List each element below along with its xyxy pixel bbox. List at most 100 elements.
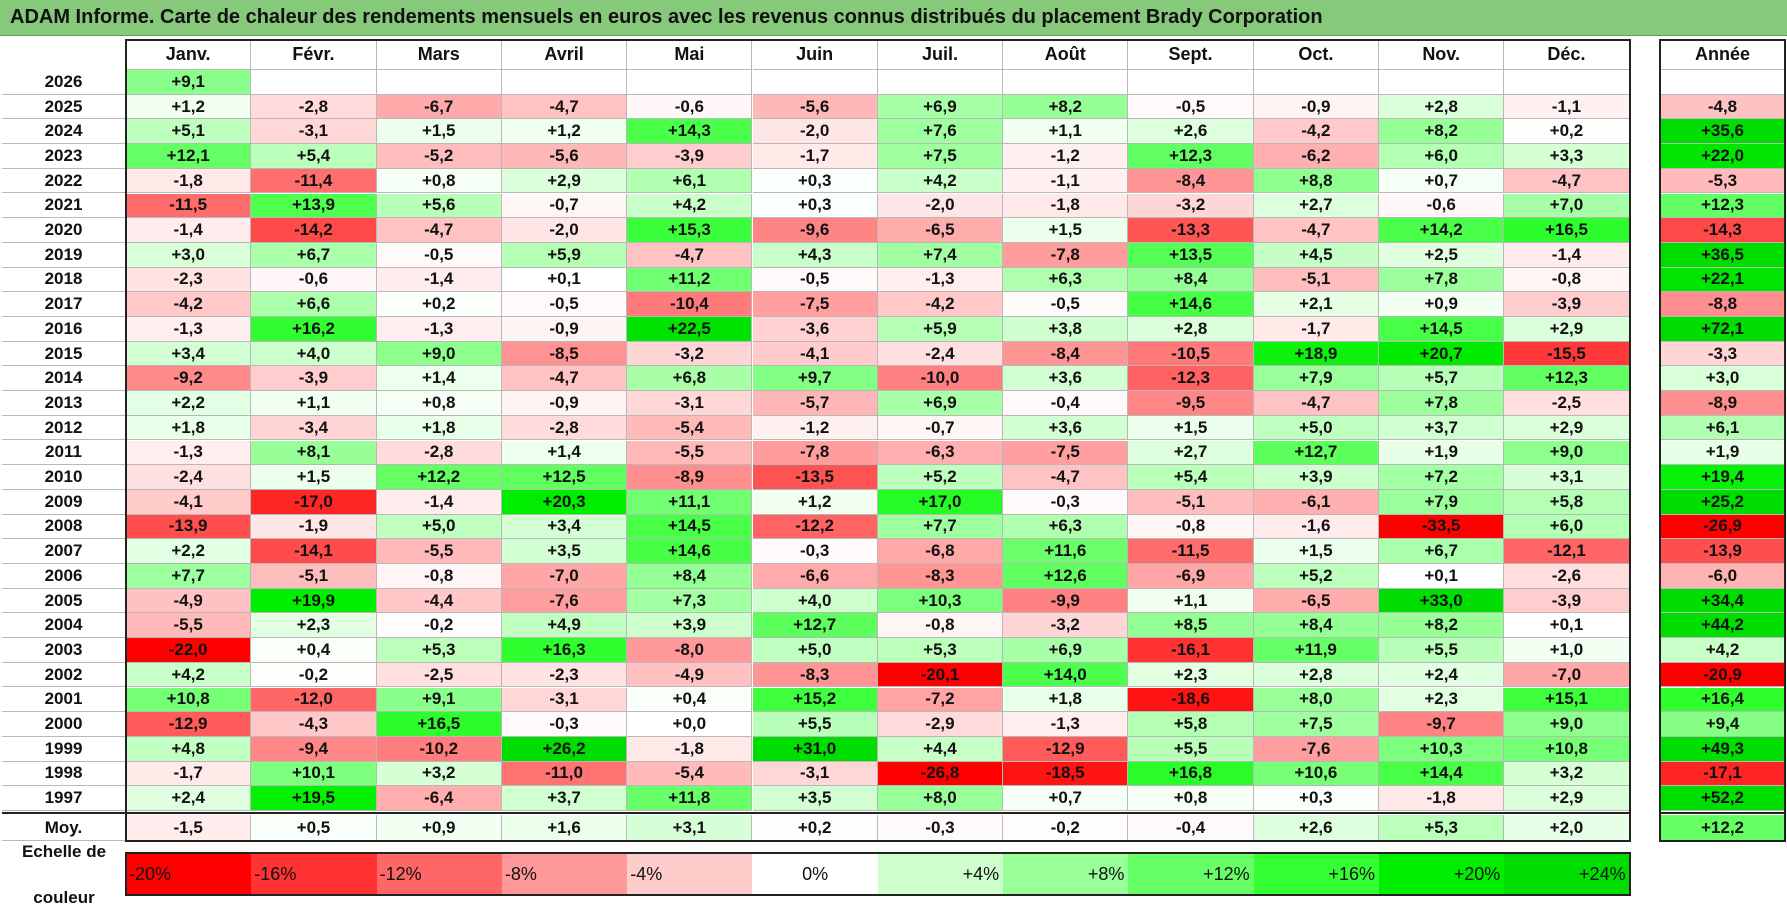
- heat-cell: -1,1: [1504, 94, 1630, 120]
- heat-cell: -1,7: [126, 761, 252, 787]
- annual-cell: +25,2: [1660, 489, 1786, 515]
- heat-cell: +6,9: [877, 391, 1004, 416]
- heat-cell: +0,3: [752, 168, 878, 194]
- year-label: 2026: [2, 70, 126, 95]
- heat-cell: +3,6: [1003, 366, 1129, 392]
- heat-cell: +0,4: [251, 638, 377, 663]
- heat-cell: +8,1: [251, 440, 377, 466]
- heat-cell: -9,2: [126, 366, 252, 392]
- heat-cell: -4,7: [1504, 168, 1630, 194]
- average-cell: +0,2: [752, 815, 878, 841]
- heat-cell: +5,0: [376, 514, 502, 540]
- annual-cell: +1,9: [1660, 440, 1786, 466]
- year-label: 2009: [2, 489, 126, 515]
- annual-cell: +52,2: [1660, 786, 1786, 811]
- heat-cell: -10,4: [627, 292, 753, 317]
- heat-cell: [1504, 70, 1630, 95]
- heat-cell: +1,5: [1003, 218, 1129, 243]
- average-annual-cell: +12,2: [1660, 815, 1786, 841]
- heat-cell: -3,4: [251, 415, 377, 441]
- heat-cell: -3,6: [752, 317, 878, 342]
- heat-cell: -2,8: [376, 440, 502, 466]
- year-label: 2005: [2, 588, 126, 614]
- heat-cell: +16,5: [376, 712, 502, 737]
- heat-cell: -1,6: [1253, 514, 1379, 540]
- heat-cell: -18,6: [1128, 687, 1254, 713]
- heat-cell: -5,5: [376, 539, 502, 564]
- legend-swatch: -20%: [126, 853, 252, 895]
- average-cell: -0,4: [1128, 815, 1254, 841]
- annual-cell: +9,4: [1660, 712, 1786, 737]
- heat-cell: +3,8: [1003, 317, 1129, 342]
- heat-cell: +5,9: [877, 317, 1004, 342]
- heat-cell: +8,2: [1003, 94, 1129, 120]
- heat-cell: +1,2: [752, 489, 878, 515]
- annual-cell: +44,2: [1660, 613, 1786, 639]
- heat-cell: +5,9: [501, 242, 628, 268]
- heat-cell: +0,3: [1253, 786, 1379, 811]
- heat-cell: +3,5: [752, 786, 878, 811]
- chart-title: ADAM Informe. Carte de chaleur des rende…: [10, 6, 1323, 28]
- heat-cell: -3,1: [752, 761, 878, 787]
- heat-cell: -5,1: [251, 564, 377, 589]
- month-header: Nov.: [1379, 40, 1505, 70]
- heat-cell: +7,6: [877, 119, 1004, 145]
- heat-cell: +2,9: [1504, 786, 1630, 811]
- heat-cell: +2,9: [1504, 415, 1630, 441]
- heat-cell: +8,0: [1253, 687, 1379, 713]
- heat-cell: -8,4: [1128, 168, 1254, 194]
- heat-cell: -4,7: [1253, 391, 1379, 416]
- heat-cell: -3,1: [251, 119, 377, 145]
- heat-cell: +5,3: [376, 638, 502, 663]
- heat-cell: -13,5: [752, 465, 878, 490]
- year-label: 2017: [2, 292, 126, 317]
- heat-cell: +8,2: [1379, 119, 1505, 145]
- heat-cell: +4,2: [627, 193, 753, 219]
- heat-cell: +1,0: [1504, 638, 1630, 663]
- heat-cell: -4,7: [376, 218, 502, 243]
- heat-cell: [1003, 70, 1129, 95]
- heat-cell: +7,7: [126, 564, 252, 589]
- heat-cell: -4,7: [627, 242, 753, 268]
- heat-cell: -2,3: [126, 267, 252, 293]
- heat-cell: +0,8: [376, 391, 502, 416]
- heat-cell: -0,9: [501, 391, 628, 416]
- heat-cell: +19,9: [251, 588, 377, 614]
- annual-cell: +6,1: [1660, 415, 1786, 441]
- heat-cell: +14,5: [627, 514, 753, 540]
- heat-cell: +15,3: [627, 218, 753, 243]
- heat-cell: +2,3: [1379, 687, 1505, 713]
- heat-cell: +5,8: [1504, 489, 1630, 515]
- heat-cell: -6,2: [1253, 144, 1379, 169]
- year-label: 2007: [2, 539, 126, 564]
- heat-cell: +5,1: [126, 119, 252, 145]
- month-header: Janv.: [126, 40, 252, 70]
- year-label: 2022: [2, 168, 126, 194]
- heat-cell: -0,8: [1504, 267, 1630, 293]
- heat-cell: +1,4: [501, 440, 628, 466]
- heat-cell: -1,3: [126, 317, 252, 342]
- heat-cell: -6,5: [877, 218, 1004, 243]
- annual-cell: -8,9: [1660, 391, 1786, 416]
- heat-cell: -0,7: [501, 193, 628, 219]
- heat-cell: +1,1: [251, 391, 377, 416]
- average-cell: -1,5: [126, 815, 252, 841]
- heat-cell: +8,2: [1379, 613, 1505, 639]
- heat-cell: +6,8: [627, 366, 753, 392]
- heat-cell: -0,2: [376, 613, 502, 639]
- legend-label-line1: Echelle de: [21, 841, 107, 861]
- annual-cell: -14,3: [1660, 218, 1786, 243]
- heat-cell: -4,7: [1253, 218, 1379, 243]
- heat-cell: -13,3: [1128, 218, 1254, 243]
- average-cell: +2,6: [1253, 815, 1379, 841]
- heat-cell: +2,8: [1128, 317, 1254, 342]
- year-label: 2012: [2, 415, 126, 441]
- legend-swatch: +8%: [1003, 853, 1129, 895]
- heat-cell: +20,3: [501, 489, 628, 515]
- average-cell: +5,3: [1379, 815, 1505, 841]
- heat-cell: +5,8: [1128, 712, 1254, 737]
- heat-cell: -6,8: [877, 539, 1004, 564]
- heat-cell: -3,9: [627, 144, 753, 169]
- heat-cell: -7,8: [752, 440, 878, 466]
- heat-cell: +18,9: [1253, 341, 1379, 367]
